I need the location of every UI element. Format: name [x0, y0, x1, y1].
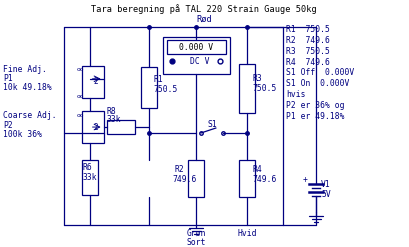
Text: DC V: DC V — [190, 57, 210, 65]
Bar — [141, 67, 157, 108]
Text: 10k 49.18%: 10k 49.18% — [3, 83, 52, 92]
Text: Rød: Rød — [196, 14, 212, 23]
Text: S1 On  0.000V: S1 On 0.000V — [286, 79, 349, 88]
Text: 0.000 V: 0.000 V — [179, 43, 213, 52]
Text: Coarse Adj.: Coarse Adj. — [3, 111, 57, 120]
Text: 750.5: 750.5 — [252, 84, 276, 93]
Text: 2: 2 — [93, 77, 98, 86]
Text: hvis: hvis — [286, 90, 305, 99]
Text: 33k: 33k — [106, 115, 121, 124]
Text: R1  750.5: R1 750.5 — [286, 25, 330, 34]
Text: 33k: 33k — [83, 173, 97, 182]
Bar — [239, 160, 255, 197]
Text: R4: R4 — [252, 165, 262, 174]
Bar — [239, 64, 255, 113]
Text: R2  749.6: R2 749.6 — [286, 36, 330, 45]
Text: R6: R6 — [83, 163, 92, 172]
Text: R4  749.6: R4 749.6 — [286, 58, 330, 66]
Text: R1: R1 — [154, 75, 164, 84]
Text: Tara beregning på TAL 220 Strain Gauge 50kg: Tara beregning på TAL 220 Strain Gauge 5… — [91, 4, 317, 14]
Bar — [166, 40, 226, 54]
Text: Sort: Sort — [187, 238, 206, 247]
Text: oo: oo — [77, 67, 84, 72]
Bar — [188, 160, 204, 197]
Text: S1: S1 — [207, 120, 217, 129]
Text: P1 er 49.18%: P1 er 49.18% — [286, 112, 344, 121]
Text: 750.5: 750.5 — [154, 85, 178, 94]
Text: 5V: 5V — [321, 189, 331, 199]
Text: 100k 36%: 100k 36% — [3, 130, 42, 139]
Text: P2: P2 — [3, 121, 13, 130]
Bar — [82, 111, 103, 143]
Text: 2: 2 — [93, 123, 98, 132]
Bar — [106, 120, 135, 134]
Text: P1: P1 — [3, 74, 13, 83]
Bar — [163, 38, 229, 74]
Text: 749.6: 749.6 — [173, 175, 197, 184]
Text: oo: oo — [77, 113, 84, 118]
Text: S1 Off  0.000V: S1 Off 0.000V — [286, 68, 354, 77]
Bar — [82, 66, 103, 98]
Bar — [82, 160, 98, 195]
Text: Fine Adj.: Fine Adj. — [3, 65, 47, 74]
Text: V1: V1 — [321, 180, 331, 189]
Text: Grøn: Grøn — [187, 229, 206, 238]
Text: oo: oo — [77, 94, 84, 99]
Text: R2: R2 — [175, 165, 184, 174]
Text: R3  750.5: R3 750.5 — [286, 47, 330, 56]
Text: R8: R8 — [106, 107, 116, 116]
Text: +: + — [303, 175, 308, 184]
Text: P2 er 36% og: P2 er 36% og — [286, 101, 344, 110]
Text: Hvid: Hvid — [238, 229, 257, 238]
Text: 749.6: 749.6 — [252, 175, 276, 184]
Text: R3: R3 — [252, 74, 262, 83]
